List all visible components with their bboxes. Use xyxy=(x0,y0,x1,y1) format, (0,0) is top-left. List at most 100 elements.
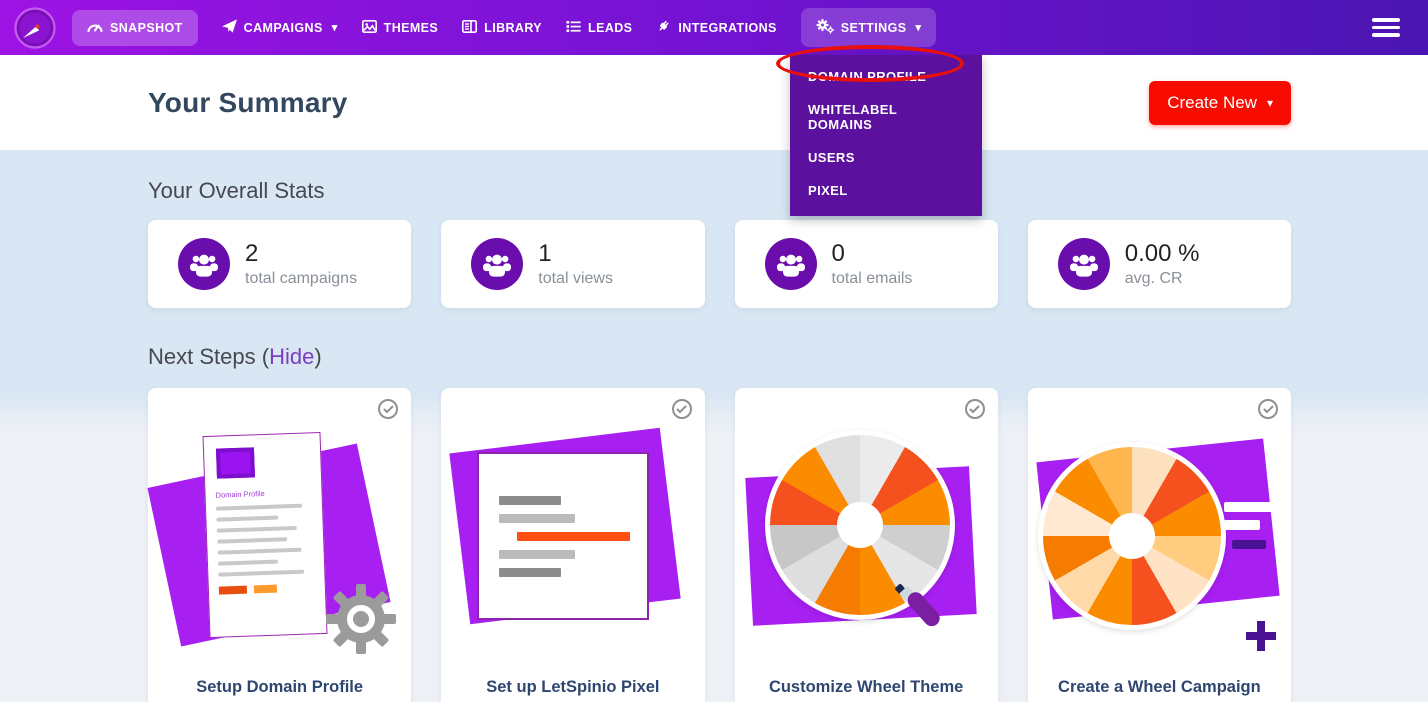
step-title: Create a Wheel Campaign xyxy=(1058,678,1261,696)
chevron-down-icon: ▾ xyxy=(1266,95,1273,110)
doc-line xyxy=(216,515,279,522)
check-circle-icon[interactable] xyxy=(964,399,985,419)
nav-label: LEADS xyxy=(588,20,633,35)
menu-item-whitelabel-domains[interactable]: WHITELABEL DOMAINS xyxy=(808,102,897,132)
gauge-icon xyxy=(87,20,103,36)
hamburger-menu-icon[interactable] xyxy=(1372,18,1400,37)
nav-label: LIBRARY xyxy=(484,20,543,35)
main-content: Your Overall Stats 2 total campaigns xyxy=(0,150,1428,702)
doc-line xyxy=(215,503,303,511)
nav-item-leads[interactable]: LEADS xyxy=(566,20,632,36)
stat-value: 0.00 % xyxy=(1124,240,1200,267)
step-title: Setup Domain Profile xyxy=(196,678,364,696)
page-title: Your Summary xyxy=(148,86,348,118)
stat-value: 2 xyxy=(245,240,259,267)
nav-items: SNAPSHOT CAMPAIGNS ▾ THEMES xyxy=(72,8,937,47)
chevron-down-icon: ▾ xyxy=(331,22,338,34)
stat-value: 0 xyxy=(831,240,845,267)
next-steps-row: Domain Profile xyxy=(147,388,1291,702)
menu-item-domain-profile[interactable]: DOMAIN PROFILE xyxy=(808,69,927,84)
stat-label: total views xyxy=(538,270,613,287)
nav-label: THEMES xyxy=(383,20,439,35)
hide-link[interactable]: Hide xyxy=(269,344,315,369)
nav-item-campaigns[interactable]: CAMPAIGNS ▾ xyxy=(221,19,338,36)
image-icon xyxy=(361,19,377,36)
code-line-orange xyxy=(517,532,631,541)
doc-button-orange xyxy=(218,585,248,595)
check-circle-icon[interactable] xyxy=(1258,399,1278,419)
step-card-customize-theme[interactable]: Customize Wheel Theme xyxy=(734,388,998,702)
step-card-setup-domain-profile[interactable]: Domain Profile xyxy=(147,388,412,702)
paren: ) xyxy=(314,344,322,369)
plug-icon xyxy=(656,19,671,36)
stats-row: 2 total campaigns 1 total views xyxy=(148,220,1291,308)
doc-label: Domain Profile xyxy=(215,488,265,500)
nav-item-library[interactable]: LIBRARY xyxy=(462,19,543,36)
nav-label: INTEGRATIONS xyxy=(678,20,777,35)
create-new-label: Create New xyxy=(1167,92,1257,112)
text-line-dark xyxy=(1231,540,1266,549)
hamburger-bar xyxy=(1372,18,1400,22)
plus-icon xyxy=(1256,621,1265,651)
step-card-setup-pixel[interactable]: Set up LetSpinio Pixel xyxy=(441,388,705,702)
settings-dropdown-menu: DOMAIN PROFILE WHITELABEL DOMAINS USERS … xyxy=(790,55,982,216)
check-circle-icon[interactable] xyxy=(671,399,692,419)
stat-card-total-campaigns: 2 total campaigns xyxy=(148,220,412,308)
users-group-icon xyxy=(764,238,817,290)
menu-item-pixel[interactable]: PIXEL xyxy=(808,183,848,198)
users-group-icon xyxy=(178,238,230,290)
doc-line xyxy=(216,525,297,533)
stat-value: 1 xyxy=(538,240,552,267)
step-card-create-campaign[interactable]: Create a Wheel Campaign xyxy=(1027,388,1291,702)
code-line xyxy=(499,496,562,505)
step-title: Customize Wheel Theme xyxy=(768,678,964,696)
gear-icon xyxy=(326,584,397,654)
stat-card-total-emails: 0 total emails xyxy=(734,220,998,308)
paren: ( xyxy=(261,344,270,369)
text-line xyxy=(1223,520,1260,530)
wheel-theme-illustration xyxy=(735,426,998,671)
list-icon xyxy=(566,20,581,36)
hamburger-bar xyxy=(1372,33,1400,37)
nav-item-settings[interactable]: SETTINGS ▾ xyxy=(800,8,937,47)
check-circle-icon[interactable] xyxy=(378,399,399,419)
create-new-button[interactable]: Create New ▾ xyxy=(1149,80,1291,125)
doc-logo-block xyxy=(215,447,255,479)
nav-label: CAMPAIGNS xyxy=(243,20,323,35)
next-steps-heading-text: Next Steps xyxy=(148,344,256,369)
page-header: Your Summary Create New ▾ xyxy=(0,55,1428,150)
users-group-icon xyxy=(1057,238,1110,290)
nav-item-integrations[interactable]: INTEGRATIONS xyxy=(656,19,776,36)
doc-button-light-orange xyxy=(253,584,278,594)
prize-wheel-graphic xyxy=(764,430,955,620)
pixel-illustration xyxy=(441,426,704,671)
paper-plane-icon xyxy=(221,19,237,36)
hamburger-bar xyxy=(1372,25,1400,30)
step-title: Set up LetSpinio Pixel xyxy=(486,678,660,696)
stat-label: avg. CR xyxy=(1124,270,1183,287)
stat-card-avg-cr: 0.00 % avg. CR xyxy=(1027,220,1291,308)
code-sheet-graphic xyxy=(477,452,650,620)
top-navbar: SNAPSHOT CAMPAIGNS ▾ THEMES xyxy=(0,0,1428,55)
nav-item-snapshot[interactable]: SNAPSHOT xyxy=(72,9,198,46)
users-group-icon xyxy=(471,238,524,290)
menu-item-users[interactable]: USERS xyxy=(808,150,855,165)
chevron-down-icon: ▾ xyxy=(915,22,922,34)
doc-line xyxy=(217,547,302,555)
document-graphic: Domain Profile xyxy=(202,432,328,638)
doc-buttons xyxy=(218,583,315,595)
stat-card-total-views: 1 total views xyxy=(441,220,705,308)
gears-icon xyxy=(816,18,834,37)
stat-label: total emails xyxy=(831,270,913,287)
overall-stats-heading: Your Overall Stats xyxy=(148,178,325,203)
doc-line xyxy=(217,559,279,566)
code-line xyxy=(499,514,576,523)
wheel-campaign-illustration xyxy=(1028,426,1291,671)
domain-profile-illustration: Domain Profile xyxy=(147,426,411,671)
doc-line xyxy=(217,537,288,544)
code-line xyxy=(499,568,562,577)
nav-item-themes[interactable]: THEMES xyxy=(361,19,439,36)
letspinio-logo[interactable] xyxy=(14,6,56,49)
stat-label: total campaigns xyxy=(245,270,358,287)
prize-wheel-graphic xyxy=(1037,442,1226,630)
